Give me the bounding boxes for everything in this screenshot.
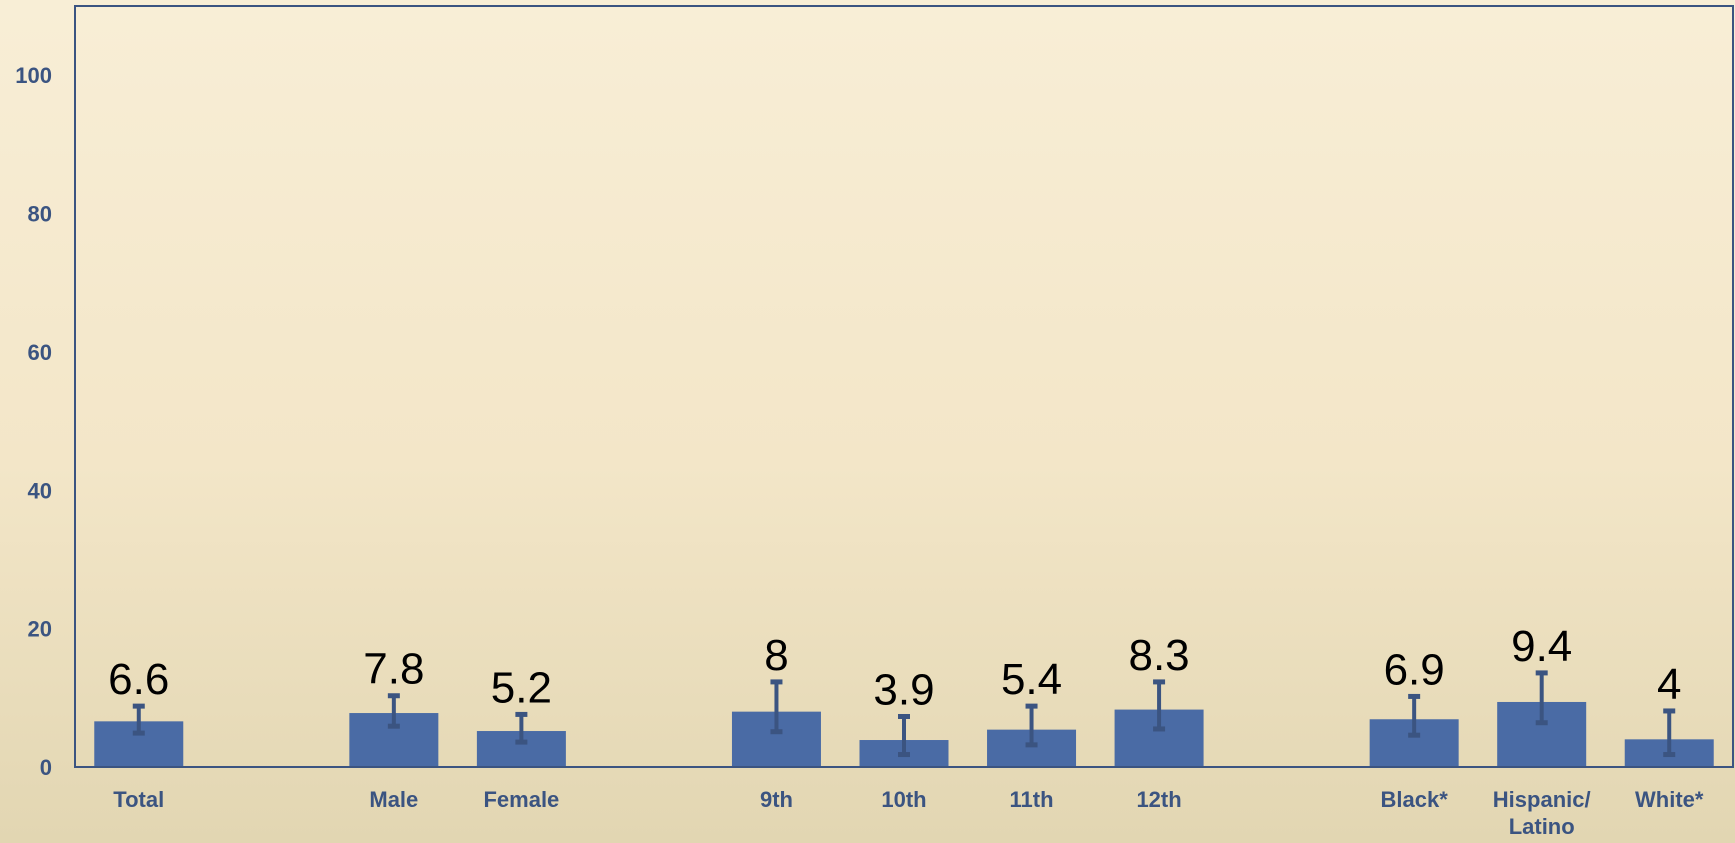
data-label: 8.3 bbox=[1128, 631, 1189, 680]
category-label: Male bbox=[369, 787, 418, 812]
error-bar bbox=[515, 711, 528, 745]
category-label: 12th bbox=[1136, 787, 1181, 812]
data-label: 9.4 bbox=[1511, 622, 1572, 671]
error-bar bbox=[132, 703, 145, 736]
y-tick-label: 80 bbox=[28, 202, 52, 227]
category-label: White* bbox=[1635, 787, 1704, 812]
data-label: 5.2 bbox=[491, 663, 552, 712]
data-label: 6.9 bbox=[1384, 645, 1445, 694]
y-tick-label: 40 bbox=[28, 478, 52, 503]
data-label: 4 bbox=[1657, 660, 1681, 709]
category-label: 9th bbox=[760, 787, 793, 812]
data-label: 8 bbox=[764, 631, 788, 680]
data-label: 7.8 bbox=[363, 645, 424, 694]
error-bar bbox=[1153, 679, 1166, 732]
error-bar bbox=[1025, 703, 1038, 748]
category-labels: Total Male Female 9th 10th 11th 12th Black* Hisp… bbox=[113, 787, 1704, 839]
error-bar bbox=[387, 693, 400, 729]
error-bar bbox=[1663, 708, 1676, 758]
y-tick-label: 20 bbox=[28, 617, 52, 642]
error-bar bbox=[770, 679, 783, 735]
y-tick-label: 0 bbox=[40, 755, 52, 780]
data-label: 3.9 bbox=[873, 665, 934, 714]
y-axis-ticks: 0 20 40 60 80 100 bbox=[15, 63, 52, 780]
category-label: Hispanic/Latino bbox=[1493, 787, 1591, 839]
error-bar bbox=[1535, 670, 1548, 726]
category-label: Total bbox=[113, 787, 164, 812]
category-label: 10th bbox=[881, 787, 926, 812]
data-label: 5.4 bbox=[1001, 655, 1062, 704]
error-bars bbox=[132, 670, 1676, 758]
data-label: 6.6 bbox=[108, 655, 169, 704]
y-tick-label: 60 bbox=[28, 340, 52, 365]
category-label: 11th bbox=[1010, 787, 1054, 812]
category-label: Female bbox=[483, 787, 559, 812]
category-label: Black* bbox=[1381, 787, 1449, 812]
plot-area-frame bbox=[74, 5, 1734, 768]
data-labels: 6.6 7.8 5.2 8 3.9 5.4 8.3 6.9 9.4 4 bbox=[108, 622, 1681, 715]
error-bar bbox=[1408, 693, 1421, 738]
error-bar bbox=[898, 713, 910, 758]
y-tick-label: 100 bbox=[15, 63, 52, 88]
